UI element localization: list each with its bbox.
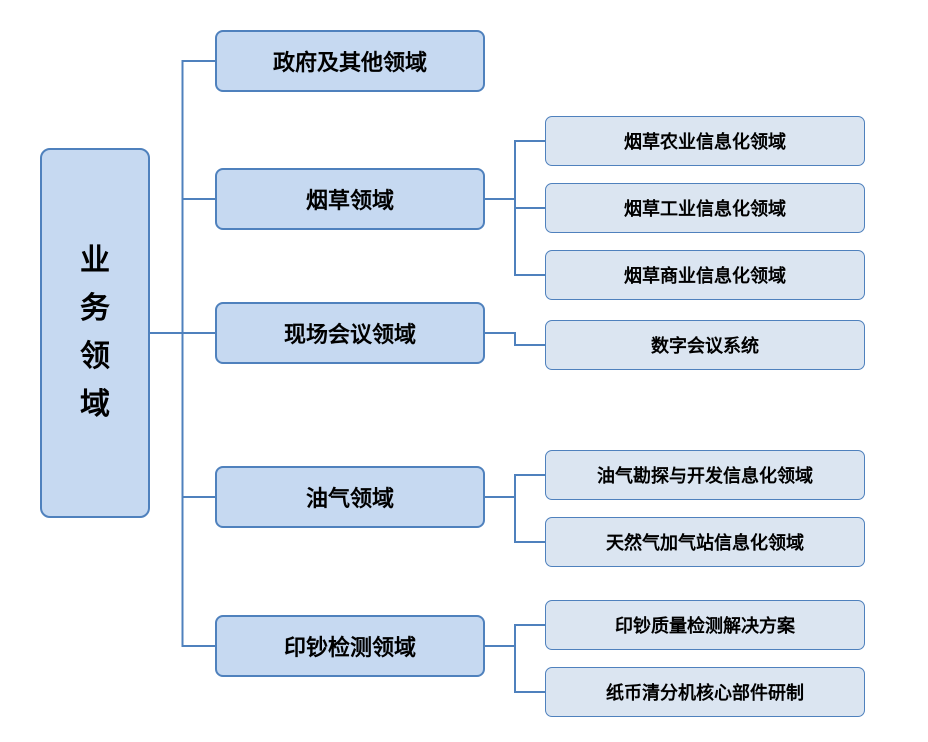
node-label: 数字会议系统 xyxy=(554,332,856,358)
node-label: 印钞检测领域 xyxy=(225,630,475,662)
node-print: 印钞检测领域 xyxy=(215,615,485,677)
node-label: 烟草领域 xyxy=(225,183,475,215)
node-label: 纸币清分机核心部件研制 xyxy=(554,679,856,705)
node-meet-sys: 数字会议系统 xyxy=(545,320,865,370)
node-label: 现场会议领域 xyxy=(225,317,475,349)
node-tob-agri: 烟草农业信息化领域 xyxy=(545,116,865,166)
node-root: 业务领域 xyxy=(40,148,150,518)
node-tob-com: 烟草商业信息化领域 xyxy=(545,250,865,300)
node-print-quality: 印钞质量检测解决方案 xyxy=(545,600,865,650)
node-label: 油气勘探与开发信息化领域 xyxy=(554,462,856,488)
node-label: 烟草商业信息化领域 xyxy=(554,262,856,288)
node-label: 印钞质量检测解决方案 xyxy=(554,612,856,638)
node-label: 天然气加气站信息化领域 xyxy=(554,529,856,555)
node-tobacco: 烟草领域 xyxy=(215,168,485,230)
node-label: 烟草工业信息化领域 xyxy=(554,195,856,221)
node-label: 业务领域 xyxy=(50,237,140,429)
node-oilgas: 油气领域 xyxy=(215,466,485,528)
node-meeting: 现场会议领域 xyxy=(215,302,485,364)
node-label: 烟草农业信息化领域 xyxy=(554,128,856,154)
node-label: 油气领域 xyxy=(225,481,475,513)
node-oil-explore: 油气勘探与开发信息化领域 xyxy=(545,450,865,500)
node-label: 政府及其他领域 xyxy=(225,45,475,77)
node-gov: 政府及其他领域 xyxy=(215,30,485,92)
diagram-stage: 业务领域 政府及其他领域烟草领域现场会议领域油气领域印钞检测领域 烟草农业信息化领域… xyxy=(0,0,928,742)
node-tob-ind: 烟草工业信息化领域 xyxy=(545,183,865,233)
node-oil-gasstation: 天然气加气站信息化领域 xyxy=(545,517,865,567)
node-print-sorter: 纸币清分机核心部件研制 xyxy=(545,667,865,717)
